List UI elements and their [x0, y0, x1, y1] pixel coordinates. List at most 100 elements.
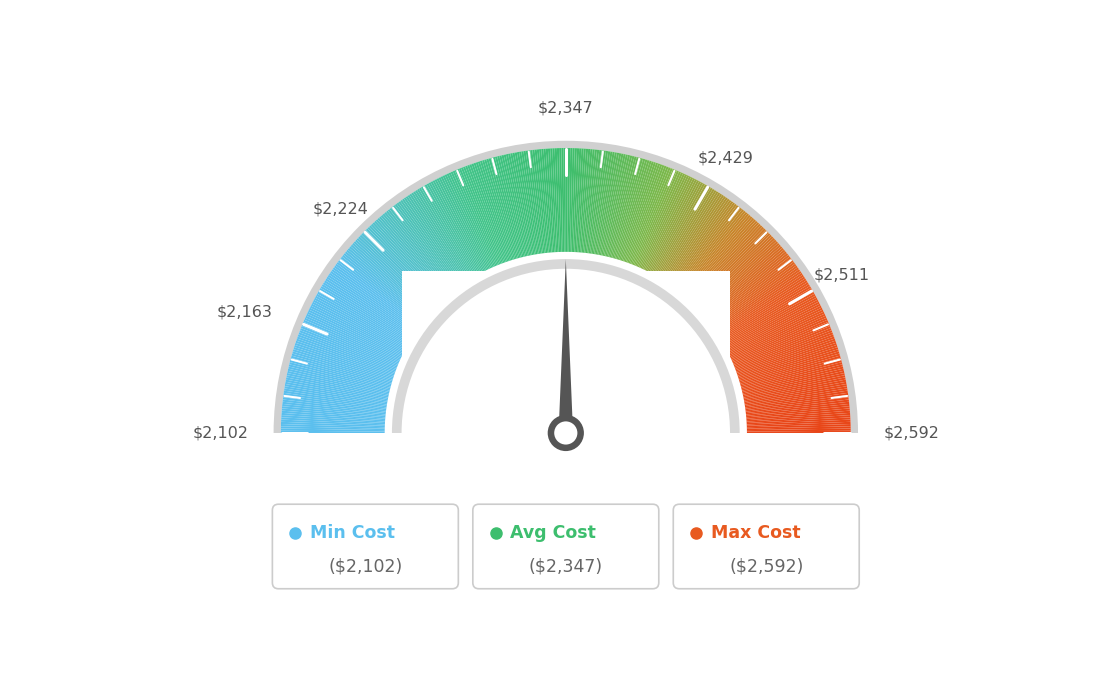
Wedge shape [410, 194, 468, 282]
Wedge shape [315, 296, 407, 347]
Wedge shape [289, 360, 391, 388]
Wedge shape [730, 312, 825, 357]
Wedge shape [743, 373, 845, 396]
Wedge shape [344, 251, 426, 319]
Wedge shape [638, 171, 681, 267]
Wedge shape [729, 310, 824, 356]
Wedge shape [712, 266, 798, 328]
Wedge shape [415, 190, 471, 279]
Wedge shape [742, 364, 842, 391]
Wedge shape [747, 426, 851, 430]
Wedge shape [332, 267, 418, 329]
Wedge shape [657, 186, 711, 277]
Wedge shape [708, 255, 789, 321]
Wedge shape [570, 148, 575, 252]
Wedge shape [669, 199, 730, 285]
Wedge shape [379, 216, 448, 296]
Wedge shape [364, 230, 438, 305]
Wedge shape [583, 149, 595, 253]
Wedge shape [744, 380, 846, 400]
Wedge shape [739, 347, 838, 380]
Wedge shape [742, 368, 843, 393]
Wedge shape [545, 148, 554, 253]
Wedge shape [283, 404, 385, 416]
Wedge shape [312, 299, 406, 349]
Wedge shape [284, 388, 386, 406]
Wedge shape [294, 347, 393, 380]
Wedge shape [286, 380, 388, 400]
Wedge shape [720, 282, 809, 338]
Wedge shape [284, 391, 386, 408]
Wedge shape [725, 297, 818, 348]
Text: ($2,102): ($2,102) [328, 558, 403, 575]
Wedge shape [684, 218, 754, 297]
Wedge shape [371, 224, 443, 301]
Wedge shape [728, 304, 820, 352]
Wedge shape [746, 415, 850, 423]
Wedge shape [559, 148, 563, 252]
Wedge shape [673, 204, 736, 288]
Wedge shape [599, 153, 622, 255]
Wedge shape [369, 225, 442, 302]
Wedge shape [351, 244, 429, 314]
Wedge shape [318, 290, 410, 343]
Wedge shape [523, 151, 540, 254]
Wedge shape [705, 251, 787, 319]
Wedge shape [300, 328, 397, 368]
Wedge shape [739, 349, 839, 381]
Wedge shape [333, 266, 420, 328]
Wedge shape [358, 236, 435, 309]
Bar [402, 271, 730, 435]
Wedge shape [528, 150, 543, 253]
Wedge shape [633, 168, 672, 265]
Wedge shape [646, 177, 693, 271]
Wedge shape [745, 388, 848, 406]
Wedge shape [426, 184, 478, 275]
Wedge shape [388, 209, 454, 292]
Text: $2,511: $2,511 [814, 268, 870, 283]
Wedge shape [293, 351, 392, 382]
Wedge shape [746, 404, 849, 416]
Circle shape [554, 422, 577, 444]
Text: Avg Cost: Avg Cost [510, 524, 596, 542]
Wedge shape [338, 260, 422, 324]
Text: ($2,347): ($2,347) [529, 558, 603, 575]
Wedge shape [702, 246, 783, 315]
Wedge shape [622, 162, 656, 261]
Wedge shape [631, 167, 671, 264]
Wedge shape [694, 233, 771, 307]
Polygon shape [559, 259, 573, 448]
Wedge shape [285, 386, 388, 404]
Wedge shape [692, 228, 766, 304]
Wedge shape [460, 167, 500, 264]
Wedge shape [659, 189, 714, 279]
Wedge shape [283, 402, 385, 415]
Wedge shape [603, 154, 626, 256]
Wedge shape [699, 239, 776, 311]
Wedge shape [734, 326, 830, 366]
Wedge shape [747, 428, 851, 431]
Wedge shape [421, 186, 475, 277]
Wedge shape [609, 157, 637, 257]
Wedge shape [743, 371, 845, 395]
Wedge shape [577, 148, 586, 253]
Wedge shape [721, 286, 811, 341]
Wedge shape [735, 330, 832, 369]
Wedge shape [654, 184, 705, 275]
Wedge shape [741, 362, 842, 389]
Wedge shape [686, 219, 756, 298]
Wedge shape [667, 196, 726, 283]
Wedge shape [396, 202, 459, 287]
Wedge shape [710, 260, 794, 324]
Wedge shape [399, 201, 460, 286]
Wedge shape [386, 210, 453, 293]
Wedge shape [739, 345, 838, 378]
Wedge shape [282, 415, 385, 423]
Wedge shape [490, 157, 519, 258]
Wedge shape [469, 164, 506, 263]
Wedge shape [703, 248, 784, 317]
Wedge shape [290, 358, 391, 386]
Text: $2,163: $2,163 [216, 304, 273, 319]
Wedge shape [707, 253, 788, 319]
Wedge shape [526, 150, 542, 254]
